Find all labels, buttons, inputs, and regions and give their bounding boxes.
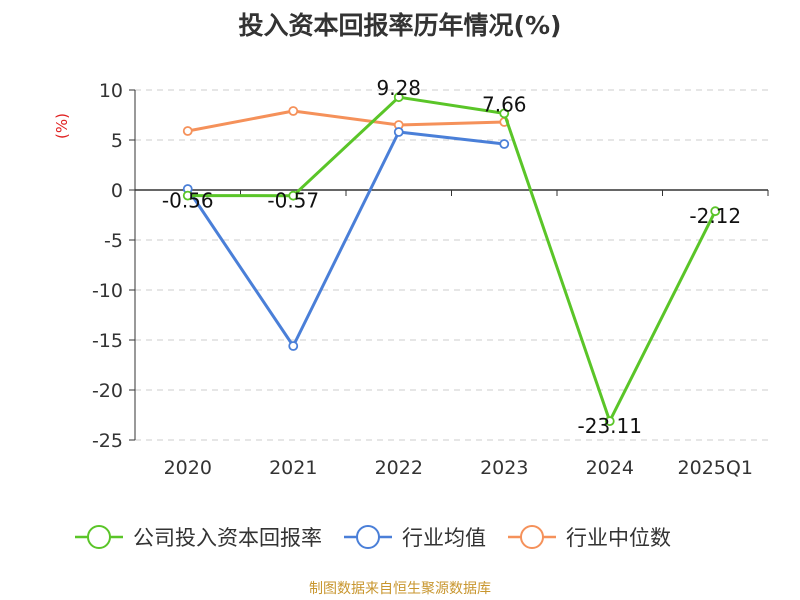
y-tick-label: 0: [111, 180, 123, 202]
legend-swatch-marker: [87, 525, 111, 549]
y-tick-label: -5: [104, 230, 123, 252]
series-line: [186, 130, 505, 348]
y-tick-label: -10: [92, 280, 123, 302]
data-point: [393, 127, 404, 137]
data-label: -0.56: [162, 189, 214, 213]
x-tick-label: 2021: [269, 457, 317, 479]
data-source-note: 制图数据来自恒生聚源数据库: [309, 581, 491, 597]
series-line: [187, 109, 505, 133]
y-tick-label: -20: [92, 380, 123, 402]
data-point: [182, 126, 193, 136]
data-label: -0.57: [267, 189, 319, 213]
legend-label: 行业中位数: [566, 526, 671, 550]
chart-title: 投入资本回报率历年情况(%): [238, 11, 562, 40]
y-tick-label: 10: [99, 80, 123, 102]
legend-swatch-marker: [520, 525, 544, 549]
legend-swatch-marker: [356, 525, 380, 549]
data-point: [393, 92, 404, 103]
data-point: [499, 139, 510, 149]
x-tick-label: 2023: [480, 457, 528, 479]
x-tick-label: 2020: [164, 457, 212, 479]
data-point: [710, 206, 721, 217]
data-point: [499, 108, 510, 119]
x-tick-label: 2022: [375, 457, 423, 479]
data-label: -23.11: [578, 414, 642, 438]
data-point: [604, 416, 615, 427]
x-tick-label: 2025Q1: [678, 457, 753, 479]
y-tick-label: -15: [92, 330, 123, 352]
data-point: [288, 106, 299, 116]
series-line: [187, 95, 717, 423]
data-label: 7.66: [482, 92, 527, 116]
data-point: [288, 190, 299, 201]
legend-label: 行业均值: [402, 526, 486, 550]
data-point: [182, 190, 193, 201]
data-point: [288, 341, 299, 351]
legend-label: 公司投入资本回报率: [133, 526, 322, 550]
y-tick-label: -25: [92, 430, 123, 452]
y-tick-label: 5: [111, 130, 123, 152]
x-tick-label: 2024: [586, 457, 634, 479]
data-label: 9.28: [376, 76, 421, 100]
data-label: -2.12: [689, 204, 741, 228]
